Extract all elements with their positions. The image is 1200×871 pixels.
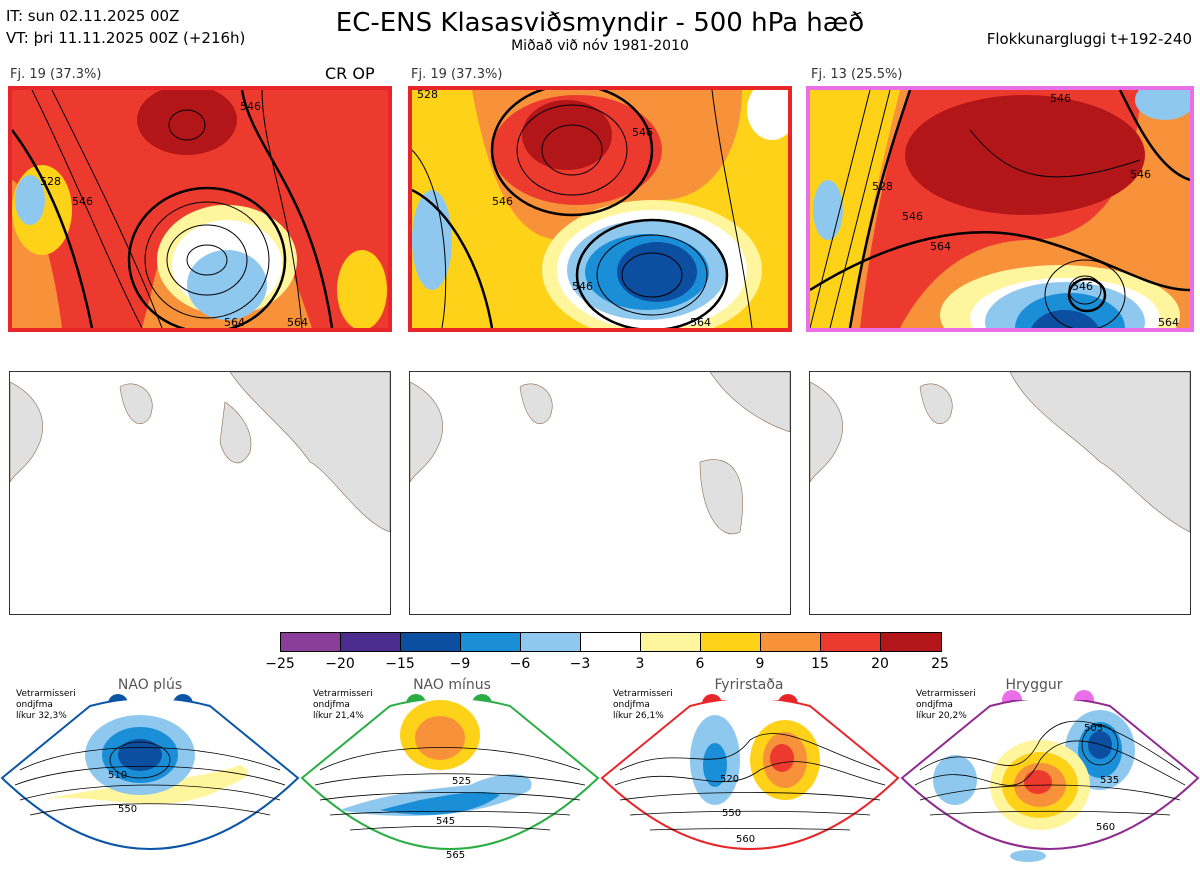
regime-ridge-map: 505 535 560 [900, 700, 1200, 862]
init-time: IT: sun 02.11.2025 00Z [6, 7, 180, 25]
contour-label: 528 [417, 90, 438, 101]
regime-title: NAO plús [117, 677, 183, 693]
colorbar-tick: 3 [635, 656, 645, 672]
contour-label: 528 [872, 180, 893, 193]
colorbar-cell [880, 632, 942, 652]
colorbar-cell [460, 632, 521, 652]
contour-label: 565 [446, 850, 465, 861]
contour-label: 546 [492, 195, 513, 208]
colorbar-tick: 9 [755, 656, 765, 672]
colorbar-tick: 15 [811, 656, 829, 672]
regime-nao-minus-map: 525 545 565 [300, 700, 600, 861]
contour-label: 564 [1158, 316, 1179, 328]
contour-label: 545 [436, 816, 455, 827]
page-subtitle: Miðað við nóv 1981-2010 [511, 38, 689, 54]
regime-title: Hryggur [1005, 677, 1063, 693]
contour-label: 546 [1050, 92, 1071, 105]
regime-blocking-map: 520 550 560 [600, 700, 900, 850]
colorbar-tick: −20 [325, 656, 355, 672]
cluster-map-1-graphic: 546 528 546 564 564 [12, 90, 388, 328]
contour-label: 505 [1084, 723, 1103, 734]
contour-label: 546 [632, 126, 653, 139]
contour-label: 560 [736, 834, 755, 845]
empty-map-2-landmass [410, 372, 790, 535]
classification-window: Flokkunargluggi t+192-240 [986, 30, 1192, 48]
colorbar-tick: −9 [449, 656, 471, 672]
regime-info: Vetrarmisseri ondjfma líkur 32,3% [16, 689, 76, 721]
empty-map-3-landmass [810, 372, 1190, 533]
contour-label: 564 [690, 316, 711, 328]
contour-label: 546 [1130, 168, 1151, 181]
cluster-map-2[interactable]: 528 546 546 546 564 [408, 86, 792, 332]
colorbar-tick: 6 [695, 656, 705, 672]
contour-label: 535 [1100, 775, 1119, 786]
colorbar-tick: −3 [569, 656, 591, 672]
colorbar-cell [820, 632, 881, 652]
regime-info: Vetrarmisseri ondjfma líkur 20,2% [916, 689, 976, 721]
colorbar-cell [340, 632, 401, 652]
regime-title: NAO mínus [413, 677, 491, 693]
cluster-map-3[interactable]: 546 528 546 564 546 546 564 [806, 86, 1194, 332]
colorbar-cell [580, 632, 641, 652]
colorbar-cell [400, 632, 461, 652]
regime-nao-plus-map: 510 550 [0, 700, 300, 850]
cluster-map-2-graphic: 528 546 546 546 564 [412, 90, 788, 328]
regime-info: Vetrarmisseri ondjfma líkur 26,1% [613, 689, 673, 721]
contour-label: 546 [902, 210, 923, 223]
contour-label: 560 [1096, 822, 1115, 833]
empty-map-1-landmass [10, 372, 390, 533]
contour-label: 528 [40, 175, 61, 188]
panel-2-label: Fj. 19 (37.3%) [411, 67, 503, 82]
contour-label: 550 [722, 808, 741, 819]
colorbar-tick: 20 [871, 656, 889, 672]
colorbar-tick: −6 [509, 656, 531, 672]
colorbar-tick: −15 [385, 656, 415, 672]
colorbar-cell [700, 632, 761, 652]
valid-time: VT: þri 11.11.2025 00Z (+216h) [6, 29, 246, 47]
colorbar-tick: 25 [931, 656, 949, 672]
empty-map-2[interactable] [409, 371, 791, 615]
cluster-map-1[interactable]: 546 528 546 564 564 [8, 86, 392, 332]
contour-label: 564 [287, 316, 308, 328]
colorbar-cell [520, 632, 581, 652]
colorbar-cell [640, 632, 701, 652]
colorbar-cell [760, 632, 821, 652]
contour-label: 546 [72, 195, 93, 208]
contour-label: 550 [118, 804, 137, 815]
contour-label: 520 [720, 774, 739, 785]
contour-label: 564 [224, 316, 245, 328]
contour-label: 546 [240, 100, 261, 113]
empty-map-1[interactable] [9, 371, 391, 615]
contour-label: 564 [930, 240, 951, 253]
contour-label: 546 [1072, 280, 1093, 293]
contour-label: 525 [452, 776, 471, 787]
cluster-map-3-graphic: 546 528 546 564 546 546 564 [810, 90, 1190, 328]
colorbar-tick: −25 [265, 656, 295, 672]
contour-label: 510 [108, 770, 127, 781]
contour-label: 546 [572, 280, 593, 293]
colorbar-cell [280, 632, 341, 652]
panel-1-tag: CR OP [325, 64, 375, 83]
panel-3-label: Fj. 13 (25.5%) [811, 67, 903, 82]
empty-map-3[interactable] [809, 371, 1191, 615]
page-title: EC-ENS Klasasviðsmyndir - 500 hPa hæð [335, 8, 865, 38]
regime-title: Fyrirstaða [714, 677, 784, 693]
panel-1-label: Fj. 19 (37.3%) [10, 67, 102, 82]
regime-info: Vetrarmisseri ondjfma líkur 21,4% [313, 689, 373, 721]
